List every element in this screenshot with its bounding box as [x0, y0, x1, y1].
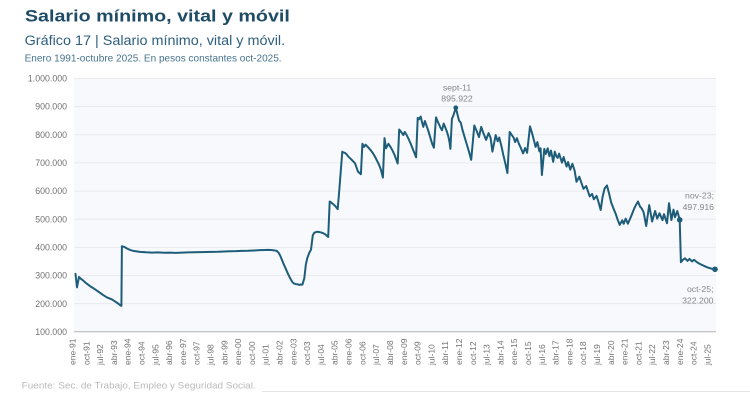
svg-text:abr-96: abr-96 — [164, 340, 174, 365]
svg-text:900.000: 900.000 — [35, 102, 67, 112]
svg-text:oct-15: oct-15 — [523, 341, 533, 365]
svg-text:322.200: 322.200 — [682, 295, 714, 305]
svg-text:800.000: 800.000 — [35, 130, 67, 140]
svg-text:oct-09: oct-09 — [413, 341, 423, 365]
svg-text:200.000: 200.000 — [35, 299, 67, 309]
svg-text:ene-06: ene-06 — [344, 338, 354, 365]
svg-text:abr-08: abr-08 — [385, 340, 395, 365]
svg-text:ene-94: ene-94 — [123, 338, 133, 365]
svg-text:abr-20: abr-20 — [606, 340, 616, 365]
svg-text:500.000: 500.000 — [35, 214, 67, 224]
svg-text:Enero 1991-octubre 2025. En pe: Enero 1991-octubre 2025. En pesos consta… — [25, 54, 282, 65]
svg-text:Gráfico 17 | Salario mínimo, v: Gráfico 17 | Salario mínimo, vital y móv… — [25, 33, 286, 48]
svg-text:ene-21: ene-21 — [620, 338, 630, 365]
svg-text:jul-92: jul-92 — [95, 344, 105, 366]
svg-text:700.000: 700.000 — [35, 158, 67, 168]
svg-text:abr-17: abr-17 — [551, 340, 561, 365]
svg-text:ene-03: ene-03 — [288, 338, 298, 365]
svg-text:oct-00: oct-00 — [247, 341, 257, 365]
svg-text:jul-01: jul-01 — [261, 344, 271, 366]
svg-text:oct-97: oct-97 — [192, 341, 202, 365]
svg-text:ene-00: ene-00 — [233, 338, 243, 365]
svg-text:abr-23: abr-23 — [661, 340, 671, 365]
svg-text:oct-06: oct-06 — [357, 341, 367, 365]
svg-text:jul-04: jul-04 — [316, 344, 326, 366]
svg-text:abr-99: abr-99 — [219, 340, 229, 365]
svg-text:jul-19: jul-19 — [592, 344, 602, 366]
svg-text:ene-18: ene-18 — [564, 338, 574, 365]
svg-text:ene-97: ene-97 — [178, 338, 188, 365]
svg-text:jul-95: jul-95 — [150, 344, 160, 366]
svg-text:nov-23;: nov-23; — [685, 191, 714, 201]
svg-text:jul-10: jul-10 — [426, 344, 436, 366]
svg-text:sept-11: sept-11 — [443, 83, 471, 93]
svg-text:1.000.000: 1.000.000 — [28, 74, 67, 84]
svg-text:497.916: 497.916 — [683, 202, 715, 212]
svg-text:oct-25;: oct-25; — [687, 284, 714, 294]
svg-text:ene-91: ene-91 — [68, 338, 78, 365]
svg-text:600.000: 600.000 — [35, 186, 67, 196]
svg-text:300.000: 300.000 — [35, 271, 67, 281]
svg-text:abr-11: abr-11 — [440, 341, 450, 365]
svg-text:400.000: 400.000 — [35, 242, 67, 252]
svg-text:100.000: 100.000 — [35, 327, 67, 337]
svg-text:oct-24: oct-24 — [689, 341, 699, 365]
svg-text:oct-21: oct-21 — [633, 341, 643, 365]
svg-text:ene-15: ene-15 — [509, 338, 519, 365]
svg-text:jul-22: jul-22 — [647, 344, 657, 366]
svg-text:abr-93: abr-93 — [109, 340, 119, 365]
svg-text:oct-94: oct-94 — [137, 341, 147, 365]
svg-text:abr-14: abr-14 — [495, 340, 505, 365]
svg-text:jul-07: jul-07 — [371, 344, 381, 366]
svg-text:abr-02: abr-02 — [275, 340, 285, 365]
svg-text:Fuente: Sec. de Trabajo, Emple: Fuente: Sec. de Trabajo, Empleo y Seguri… — [22, 380, 256, 390]
svg-text:Salario mínimo, vital y móvil: Salario mínimo, vital y móvil — [25, 6, 290, 25]
svg-text:oct-18: oct-18 — [578, 341, 588, 365]
svg-text:oct-03: oct-03 — [302, 341, 312, 365]
svg-text:ene-24: ene-24 — [675, 338, 685, 365]
svg-text:jul-98: jul-98 — [206, 344, 216, 366]
svg-text:jul-13: jul-13 — [482, 344, 492, 366]
svg-text:jul-25: jul-25 — [702, 344, 712, 366]
svg-text:895.922: 895.922 — [441, 94, 473, 104]
svg-text:oct-12: oct-12 — [468, 341, 478, 365]
svg-text:abr-05: abr-05 — [330, 340, 340, 365]
svg-text:ene-09: ene-09 — [399, 338, 409, 365]
svg-text:oct-91: oct-91 — [81, 341, 91, 365]
svg-text:jul-16: jul-16 — [537, 344, 547, 366]
svg-text:ene-12: ene-12 — [454, 338, 464, 365]
